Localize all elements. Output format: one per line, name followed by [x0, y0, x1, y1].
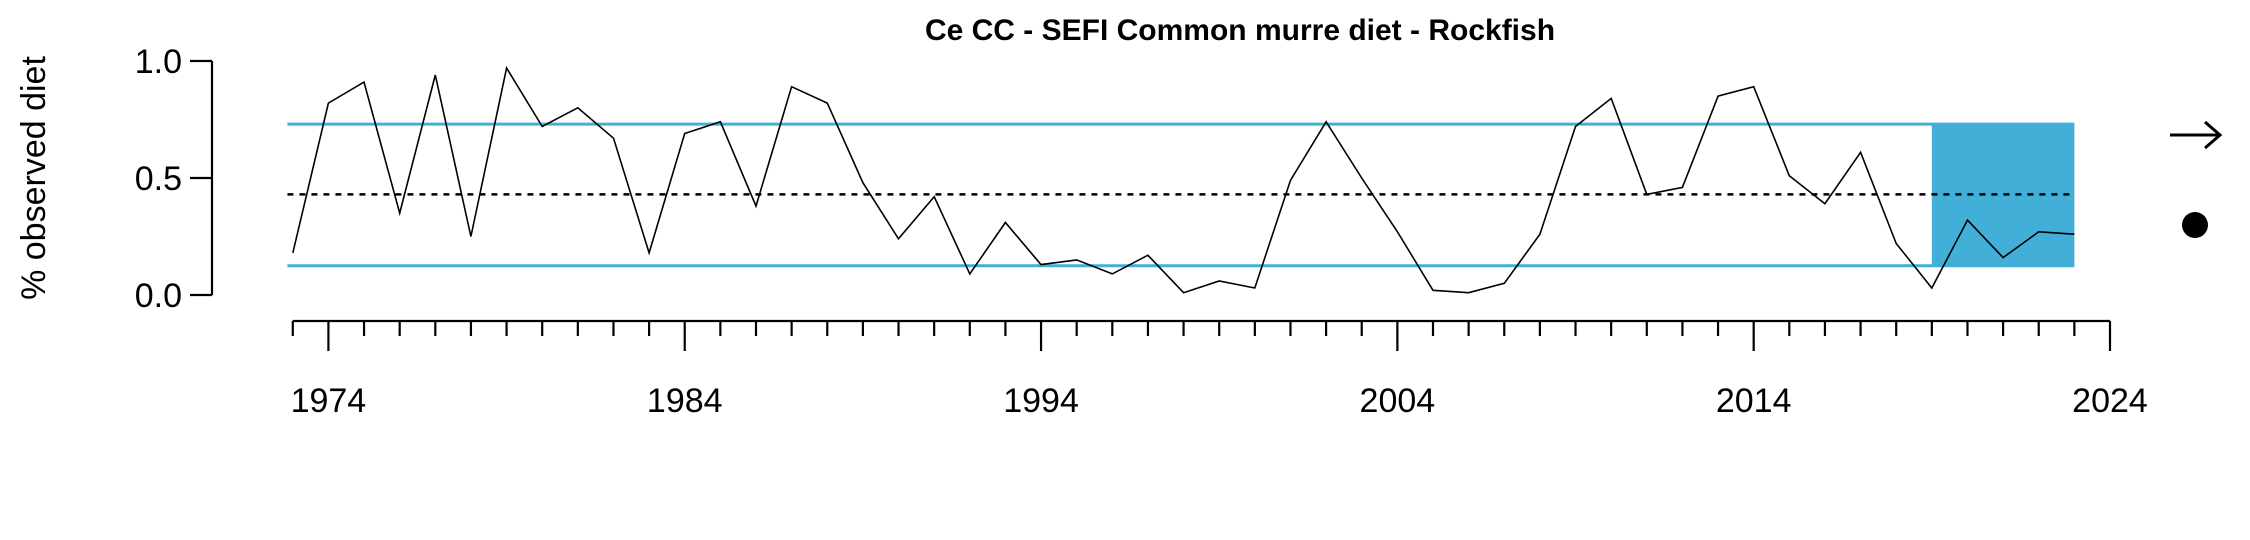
chart-title: Ce CC - SEFI Common murre diet - Rockfis… [925, 14, 1555, 47]
y-tick-label: 0.0 [135, 277, 182, 315]
trend-arrowhead-icon [2204, 120, 2223, 150]
x-tick-label: 2004 [1360, 382, 1436, 420]
x-tick-label: 1984 [647, 382, 723, 420]
y-tick-label: 1.0 [135, 43, 182, 81]
x-tick-label: 2014 [1716, 382, 1792, 420]
y-tick-label: 0.5 [135, 160, 182, 198]
mean-status-dot-icon [2182, 212, 2208, 238]
x-tick-label: 1994 [1003, 382, 1079, 420]
x-tick-label: 1974 [291, 382, 367, 420]
chart-marks: 0.0 0.5 1.0 1974 1984 1994 2004 2014 2024 [135, 43, 2223, 420]
x-tick-label: 2024 [2072, 382, 2148, 420]
data-series-line [292, 65, 2075, 294]
y-axis-label: % observed diet [15, 56, 53, 300]
